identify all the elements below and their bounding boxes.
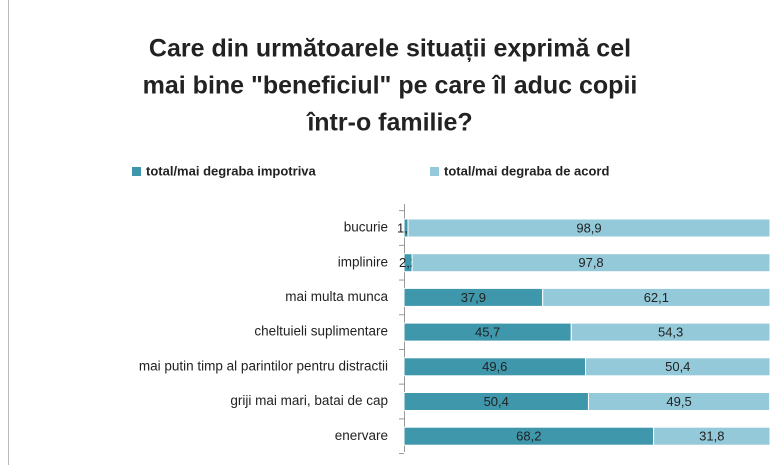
bar-segment [570,322,771,342]
chart-title: într-o familie? [305,109,472,137]
legend-label: total/mai degraba impotriva [146,163,317,178]
value-label: 62,1 [644,290,669,305]
value-label: 97,8 [578,255,603,270]
y-tick-label: enervare [335,428,388,443]
value-label: 49,6 [482,359,507,374]
value-label: 49,5 [666,394,691,409]
value-label: 31,8 [699,429,724,444]
legend-label: total/mai degraba de acord [444,163,609,178]
y-tick-label: cheltuieli suplimentare [254,324,388,339]
bar-segment [587,392,771,411]
bar-segment [407,218,771,238]
y-tick-label: mai putin timp al parintilor pentru dist… [139,358,388,373]
bar-segment [585,357,771,377]
chart-title: mai bine "beneficiul" pe care îl aduc co… [143,72,638,100]
y-tick-label: bucurie [344,220,388,235]
chart-title: Care din următoarele situații exprimă ce… [149,35,631,63]
bar-segment [653,426,771,446]
value-label: 54,3 [658,325,683,340]
y-tick-label: griji mai mari, batai de cap [230,393,388,408]
y-tick-label: implinire [338,254,388,269]
value-label: 45,7 [475,325,500,340]
legend-swatch [430,167,439,176]
value-label: 50,4 [665,359,690,374]
bar-segment [411,253,771,273]
y-tick-label: mai multa munca [285,289,388,304]
value-label: 98,9 [576,220,601,235]
bar-segment [542,287,771,307]
value-label: 37,9 [461,290,486,305]
value-label: 68,2 [516,429,541,444]
legend-swatch [132,167,141,176]
value-label: 50,4 [484,394,509,409]
